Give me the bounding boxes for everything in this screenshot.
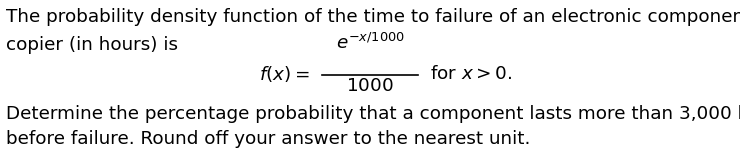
Text: $f(x) =$: $f(x) =$ (259, 64, 310, 84)
Text: The probability density function of the time to failure of an electronic compone: The probability density function of the … (6, 8, 740, 26)
Text: for $x > 0.$: for $x > 0.$ (430, 65, 512, 83)
Text: Determine the percentage probability that a component lasts more than 3,000 hour: Determine the percentage probability tha… (6, 105, 740, 123)
Text: $1000$: $1000$ (346, 77, 394, 95)
Text: $e^{-x/1000}$: $e^{-x/1000}$ (336, 33, 404, 53)
Text: before failure. Round off your answer to the nearest unit.: before failure. Round off your answer to… (6, 130, 531, 148)
Text: copier (in hours) is: copier (in hours) is (6, 36, 178, 54)
